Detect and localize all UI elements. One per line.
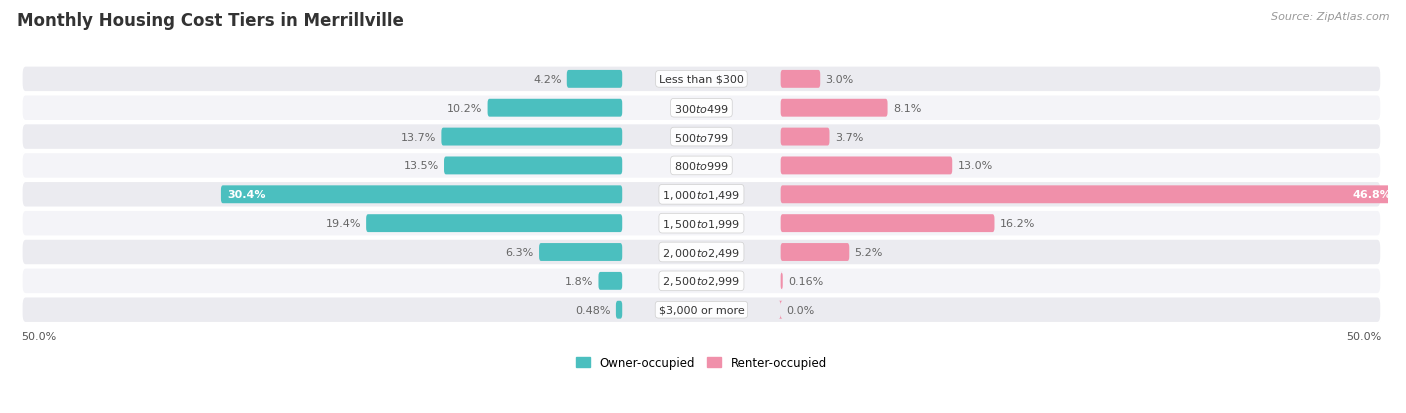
FancyBboxPatch shape (567, 71, 623, 89)
Text: 0.0%: 0.0% (786, 305, 814, 315)
Text: 0.16%: 0.16% (787, 276, 824, 286)
FancyBboxPatch shape (780, 128, 830, 146)
FancyBboxPatch shape (780, 215, 994, 233)
Text: $1,500 to $1,999: $1,500 to $1,999 (662, 217, 741, 230)
Legend: Owner-occupied, Renter-occupied: Owner-occupied, Renter-occupied (571, 351, 831, 374)
FancyBboxPatch shape (779, 301, 783, 319)
FancyBboxPatch shape (21, 66, 1381, 93)
FancyBboxPatch shape (538, 244, 623, 261)
FancyBboxPatch shape (780, 272, 783, 290)
Text: 3.7%: 3.7% (835, 132, 863, 142)
FancyBboxPatch shape (780, 186, 1399, 204)
Text: 50.0%: 50.0% (21, 331, 56, 341)
FancyBboxPatch shape (366, 215, 623, 233)
Text: 46.8%: 46.8% (1353, 190, 1392, 200)
FancyBboxPatch shape (21, 182, 1381, 208)
Text: $500 to $799: $500 to $799 (673, 131, 728, 143)
Text: 30.4%: 30.4% (228, 190, 266, 200)
Text: 0.48%: 0.48% (575, 305, 610, 315)
Text: $2,500 to $2,999: $2,500 to $2,999 (662, 275, 741, 288)
FancyBboxPatch shape (21, 153, 1381, 179)
FancyBboxPatch shape (21, 239, 1381, 266)
FancyBboxPatch shape (780, 244, 849, 261)
FancyBboxPatch shape (780, 100, 887, 117)
Text: 10.2%: 10.2% (447, 104, 482, 114)
FancyBboxPatch shape (21, 297, 1381, 323)
FancyBboxPatch shape (441, 128, 623, 146)
Text: Monthly Housing Cost Tiers in Merrillville: Monthly Housing Cost Tiers in Merrillvil… (17, 12, 404, 30)
Text: 16.2%: 16.2% (1000, 218, 1035, 228)
Text: $2,000 to $2,499: $2,000 to $2,499 (662, 246, 741, 259)
FancyBboxPatch shape (780, 157, 952, 175)
FancyBboxPatch shape (21, 95, 1381, 122)
FancyBboxPatch shape (488, 100, 623, 117)
Text: 13.5%: 13.5% (404, 161, 439, 171)
FancyBboxPatch shape (616, 301, 623, 319)
Text: 1.8%: 1.8% (565, 276, 593, 286)
Text: 4.2%: 4.2% (533, 75, 561, 85)
Text: $3,000 or more: $3,000 or more (658, 305, 744, 315)
FancyBboxPatch shape (21, 124, 1381, 150)
Text: 13.7%: 13.7% (401, 132, 436, 142)
Text: 3.0%: 3.0% (825, 75, 853, 85)
Text: 6.3%: 6.3% (506, 247, 534, 257)
Text: 8.1%: 8.1% (893, 104, 921, 114)
Text: 5.2%: 5.2% (855, 247, 883, 257)
FancyBboxPatch shape (21, 210, 1381, 237)
Text: 19.4%: 19.4% (325, 218, 361, 228)
FancyBboxPatch shape (21, 268, 1381, 294)
FancyBboxPatch shape (599, 272, 623, 290)
Text: $800 to $999: $800 to $999 (673, 160, 728, 172)
FancyBboxPatch shape (444, 157, 623, 175)
Text: $1,000 to $1,499: $1,000 to $1,499 (662, 188, 741, 201)
FancyBboxPatch shape (221, 186, 623, 204)
FancyBboxPatch shape (780, 71, 820, 89)
Text: 50.0%: 50.0% (1346, 331, 1381, 341)
Text: Less than $300: Less than $300 (659, 75, 744, 85)
Text: $300 to $499: $300 to $499 (673, 102, 728, 114)
Text: 13.0%: 13.0% (957, 161, 993, 171)
Text: Source: ZipAtlas.com: Source: ZipAtlas.com (1271, 12, 1389, 22)
